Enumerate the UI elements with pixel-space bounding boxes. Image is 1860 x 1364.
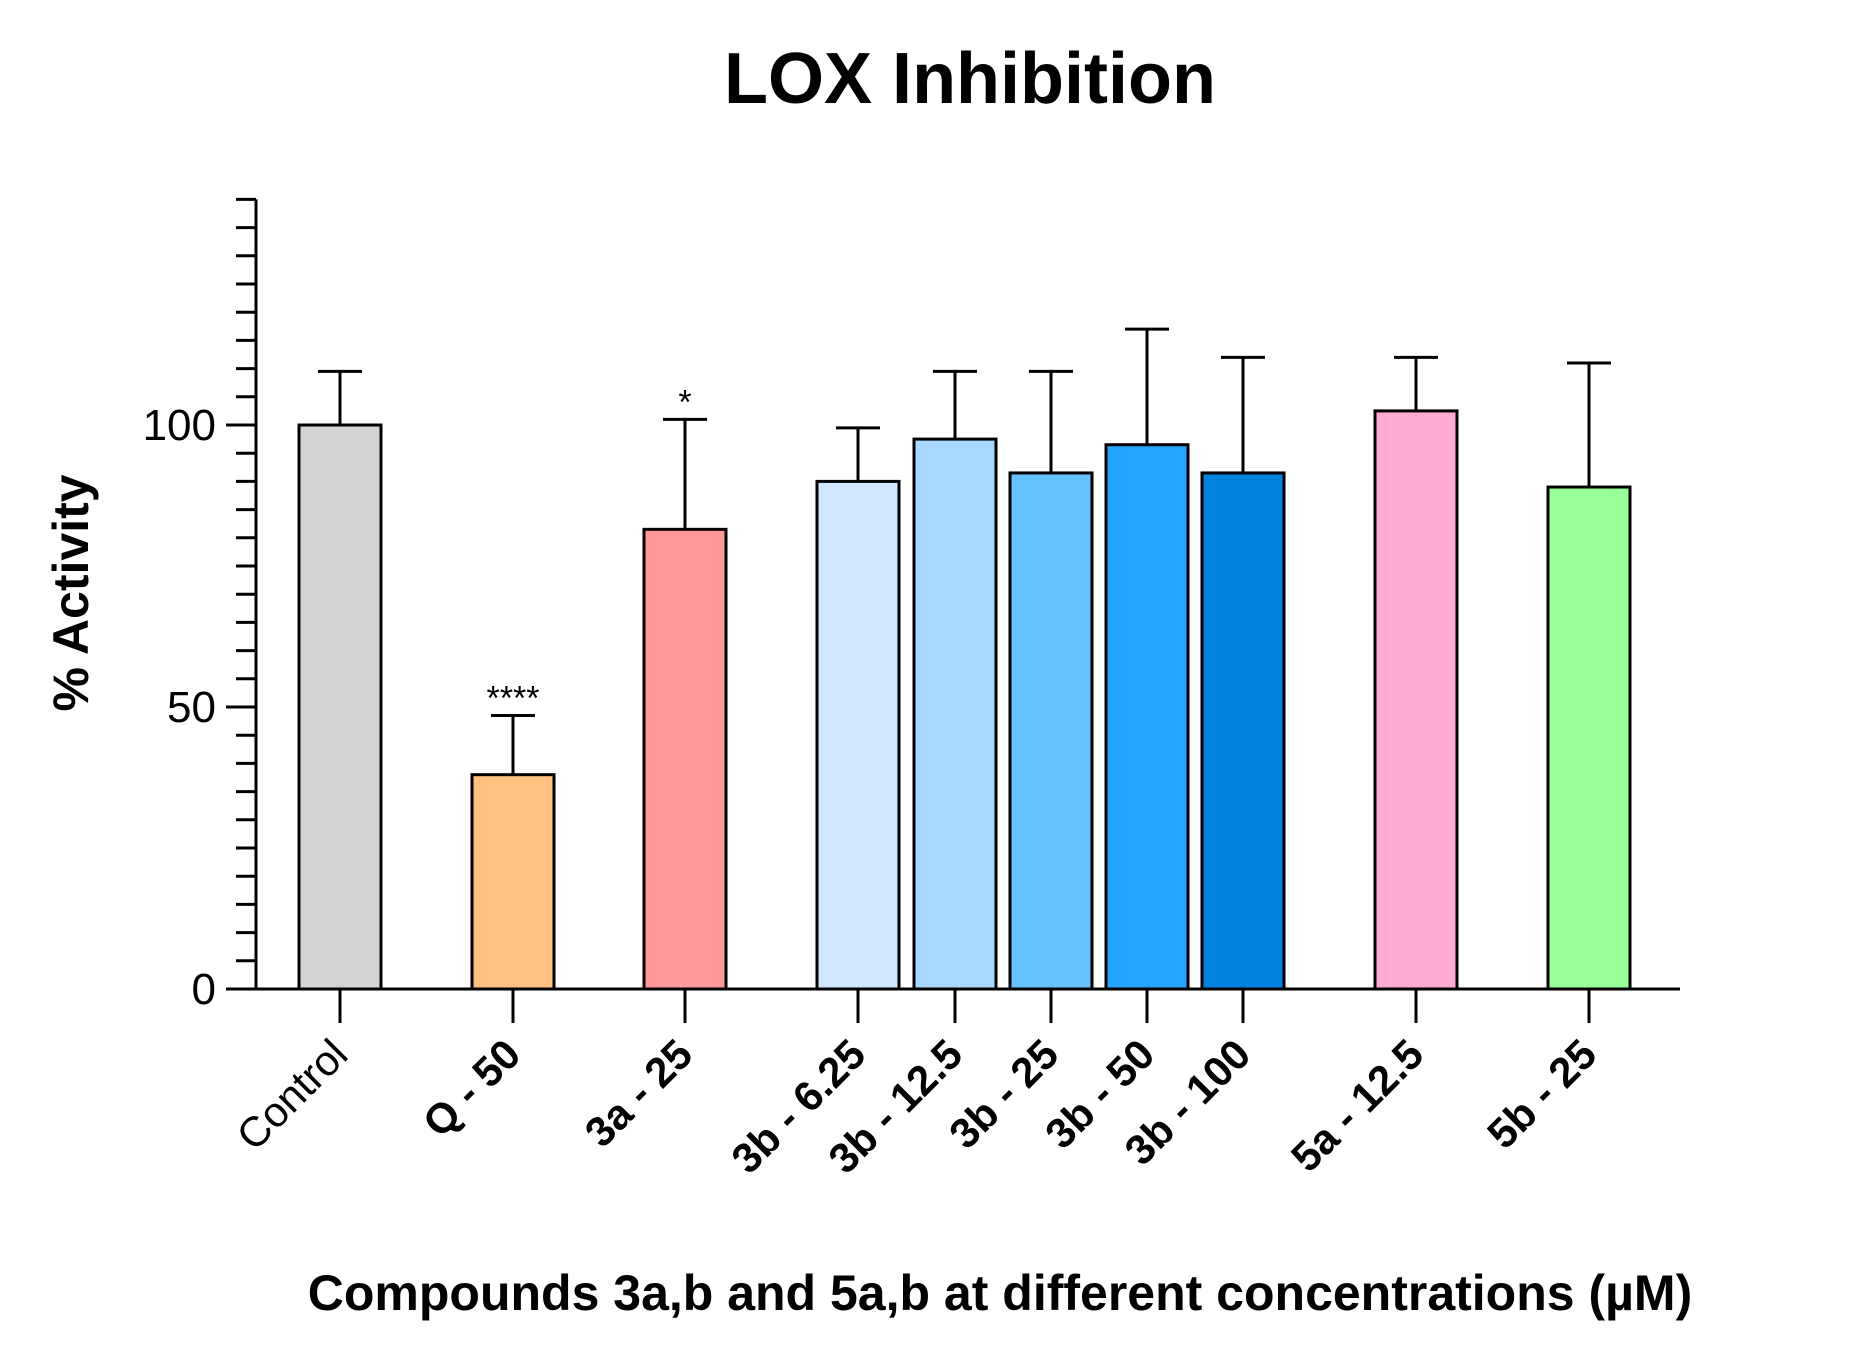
x-tick-label: Control bbox=[227, 1030, 356, 1159]
x-tick-label: 5b - 25 bbox=[1478, 1030, 1605, 1157]
bar bbox=[470, 773, 556, 991]
bar bbox=[642, 527, 728, 991]
x-tick-label: 3a - 25 bbox=[576, 1030, 702, 1156]
y-tick-label: 100 bbox=[143, 401, 216, 450]
bar bbox=[1104, 443, 1190, 991]
significance-label: **** bbox=[487, 679, 540, 717]
bar bbox=[1373, 409, 1459, 991]
bar bbox=[815, 479, 901, 991]
bar bbox=[297, 423, 383, 991]
bar bbox=[1200, 471, 1286, 991]
x-tick-label: 5a - 12.5 bbox=[1282, 1030, 1432, 1180]
y-tick-label: 50 bbox=[167, 683, 216, 732]
bar bbox=[1008, 471, 1094, 991]
chart-title: LOX Inhibition bbox=[724, 39, 1216, 119]
y-tick-label: 0 bbox=[192, 965, 216, 1014]
x-tick-label: Q - 50 bbox=[414, 1030, 530, 1146]
y-axis-title: % Activity bbox=[43, 474, 99, 711]
x-tick-label: 3b - 25 bbox=[940, 1030, 1067, 1157]
bar bbox=[1546, 485, 1632, 991]
significance-label: * bbox=[678, 383, 691, 421]
bar bbox=[912, 437, 998, 991]
x-axis-title: Compounds 3a,b and 5a,b at different con… bbox=[308, 1265, 1692, 1321]
